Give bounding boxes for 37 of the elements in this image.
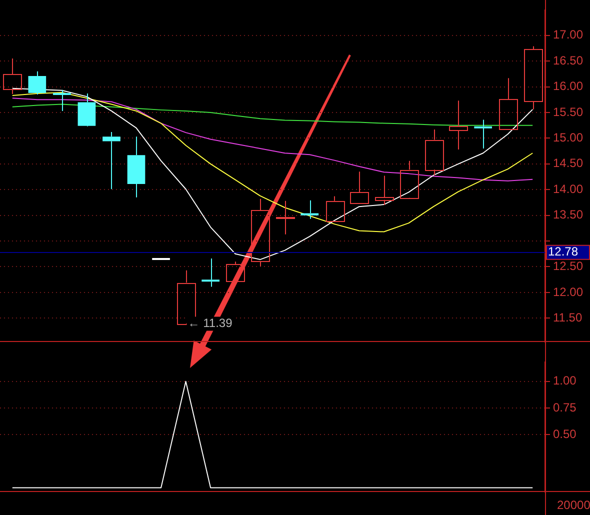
y-tick-label: 0.75 — [553, 400, 577, 414]
y-tick-label: 11.50 — [553, 310, 582, 324]
candlestick — [300, 200, 319, 220]
candlestick — [425, 128, 444, 176]
y-tick-label: 15.00 — [553, 130, 584, 145]
candlestick — [3, 58, 22, 94]
candlestick — [400, 160, 419, 200]
y-tick-label: 12.00 — [553, 284, 584, 299]
candlestick — [28, 70, 46, 96]
candlestick — [474, 119, 492, 149]
candlestick — [326, 196, 345, 222]
y-tick-label: 13.50 — [553, 208, 584, 222]
annotation: ← 11.39 — [188, 316, 233, 330]
candlestick — [375, 175, 394, 206]
y-tick-label: 15.50 — [553, 104, 584, 119]
y-tick-label: 1.00 — [553, 374, 577, 388]
y-tick-label: 0.50 — [553, 426, 577, 441]
candlestick — [102, 132, 120, 190]
ref-line-label: 12.78 — [548, 244, 578, 259]
candlestick — [78, 92, 96, 126]
candlestick — [276, 200, 295, 235]
text: 20000 — [557, 498, 590, 512]
candlestick — [524, 46, 543, 110]
candlestick — [449, 100, 468, 150]
y-tick-label: 17.00 — [553, 28, 584, 42]
y-tick-label: 14.50 — [553, 156, 584, 170]
y-tick-label: 12.50 — [553, 259, 584, 274]
y-tick-label: 14.00 — [553, 182, 584, 196]
y-tick-label: 16.00 — [553, 79, 584, 94]
candlestick — [226, 261, 245, 282]
candlestick — [499, 78, 518, 130]
candlestick — [350, 171, 369, 204]
candlestick — [127, 136, 146, 198]
candlestick — [202, 258, 220, 288]
y-tick-label: 16.50 — [553, 53, 584, 68]
candlestick — [251, 198, 270, 267]
candlestick — [53, 89, 71, 112]
